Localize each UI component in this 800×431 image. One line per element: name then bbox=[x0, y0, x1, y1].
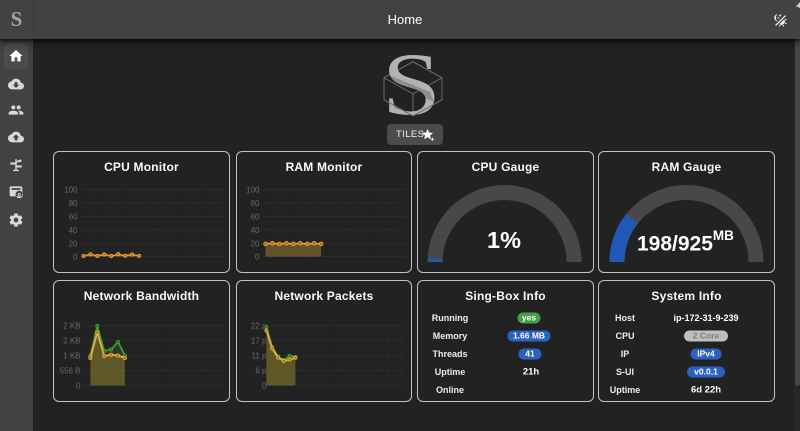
svg-text:40: 40 bbox=[251, 226, 260, 235]
svg-text:0: 0 bbox=[73, 252, 78, 261]
svg-text:556 B: 556 B bbox=[60, 366, 81, 375]
svg-text:6 p: 6 p bbox=[255, 366, 267, 375]
svg-text:1 KB: 1 KB bbox=[63, 351, 80, 360]
svg-text:11 p: 11 p bbox=[252, 351, 268, 360]
svg-text:20: 20 bbox=[69, 239, 78, 248]
svg-text:60: 60 bbox=[69, 212, 78, 221]
svg-text:100: 100 bbox=[64, 185, 78, 194]
svg-text:0: 0 bbox=[262, 381, 267, 390]
svg-text:17 p: 17 p bbox=[251, 336, 267, 345]
svg-text:0: 0 bbox=[255, 252, 260, 261]
svg-text:20: 20 bbox=[251, 239, 260, 248]
svg-text:2 KB: 2 KB bbox=[63, 321, 80, 330]
svg-text:60: 60 bbox=[251, 212, 260, 221]
svg-text:2 KB: 2 KB bbox=[63, 336, 80, 345]
svg-text:40: 40 bbox=[69, 226, 78, 235]
svg-text:80: 80 bbox=[69, 199, 78, 208]
svg-text:80: 80 bbox=[251, 199, 260, 208]
svg-text:0: 0 bbox=[76, 381, 81, 390]
svg-text:100: 100 bbox=[246, 185, 260, 194]
svg-text:22 p: 22 p bbox=[251, 321, 267, 330]
